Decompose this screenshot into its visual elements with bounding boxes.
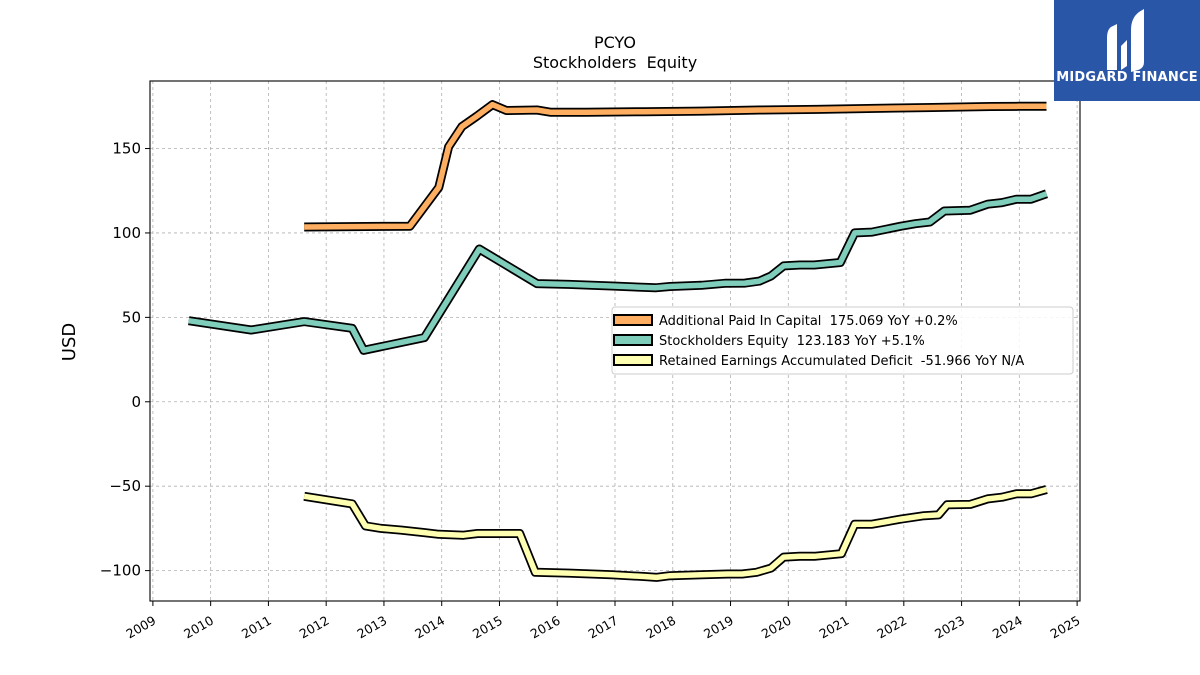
legend-box xyxy=(611,306,1074,375)
x-tick-label: 2010 xyxy=(181,613,216,642)
x-tick-label: 2014 xyxy=(412,613,447,642)
series-lines xyxy=(188,100,1048,582)
legend-swatch xyxy=(613,314,653,326)
logo-text: MIDGARD FINANCE xyxy=(1056,70,1198,85)
y-tick-label: −100 xyxy=(100,562,141,580)
x-tick-label: 2022 xyxy=(874,613,909,642)
y-tick-label: 0 xyxy=(131,393,141,411)
x-axis: 2009 2010 2011 2012 2013 2014 2015 2016 2017 2018… xyxy=(123,601,1083,642)
x-tick-label: 2021 xyxy=(817,613,852,642)
x-tick-label: 2013 xyxy=(354,613,389,642)
series-line-1 xyxy=(304,101,1047,230)
legend-swatch xyxy=(613,354,653,366)
x-tick-label: 2019 xyxy=(701,613,736,642)
y-axis: −100 −50 0 50 100 150 xyxy=(100,140,150,580)
x-tick-label: 2011 xyxy=(239,613,274,642)
logo-mark-icon xyxy=(1107,9,1144,72)
legend-entry-label: Retained Earnings Accumulated Deficit -5… xyxy=(659,354,1024,369)
x-tick-label: 2015 xyxy=(470,613,505,642)
series-line-3 xyxy=(303,486,1048,581)
series-line-2 xyxy=(188,191,1048,354)
y-tick-label: 150 xyxy=(112,140,141,158)
legend-entry-label: Stockholders Equity 123.183 YoY +5.1% xyxy=(659,334,925,349)
x-tick-label: 2012 xyxy=(297,613,332,642)
x-tick-label: 2016 xyxy=(528,613,563,642)
x-tick-label: 2024 xyxy=(990,613,1025,642)
y-tick-label: 100 xyxy=(112,224,141,242)
midgard-finance-logo: MIDGARD FINANCE xyxy=(1054,0,1200,101)
x-tick-label: 2020 xyxy=(759,613,794,642)
x-tick-label: 2023 xyxy=(932,613,967,642)
x-tick-label: 2018 xyxy=(643,613,678,642)
chart-subtitle: Stockholders Equity xyxy=(533,53,697,72)
y-tick-label: −50 xyxy=(109,477,141,495)
legend-entry-label: Additional Paid In Capital 175.069 YoY +… xyxy=(659,314,958,329)
y-axis-label: USD xyxy=(59,323,80,361)
series-line-outline xyxy=(304,100,1047,232)
legend: Additional Paid In Capital 175.069 YoY +… xyxy=(611,306,1074,375)
x-tick-label: 2017 xyxy=(585,613,620,642)
y-tick-label: 50 xyxy=(122,308,141,326)
legend-swatch xyxy=(613,334,653,346)
x-tick-label: 2009 xyxy=(123,613,158,642)
chart-title: PCYO xyxy=(594,33,636,52)
x-tick-label: 2025 xyxy=(1048,613,1083,642)
